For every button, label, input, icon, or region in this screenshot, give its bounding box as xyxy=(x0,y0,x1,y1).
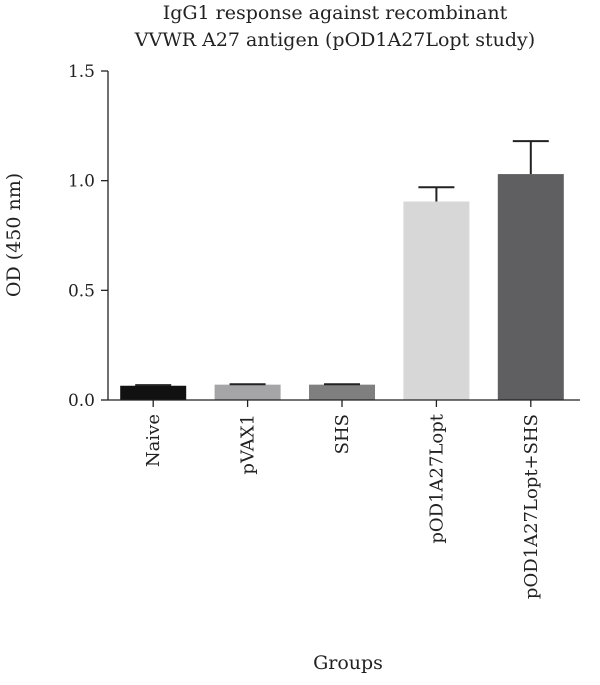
y-tick-label: 0.0 xyxy=(68,391,95,411)
chart-title-line-2: VVWR A27 antigen (pOD1A27Lopt study) xyxy=(134,29,535,51)
bars xyxy=(120,140,564,400)
y-axis-label: OD (450 nm) xyxy=(3,173,25,297)
y-tick-label: 1.0 xyxy=(68,172,95,192)
x-tick-label: pOD1A27Lopt xyxy=(426,413,447,543)
x-tick-label: SHS xyxy=(332,414,353,454)
x-tick-label: pOD1A27Lopt+SHS xyxy=(521,414,542,599)
chart-title-line-1: IgG1 response against recombinant xyxy=(163,2,508,24)
bar xyxy=(309,384,375,400)
x-tick-label: Naive xyxy=(143,414,164,467)
bar xyxy=(120,385,187,400)
bar xyxy=(403,201,470,400)
y-tick-label: 1.5 xyxy=(68,62,95,82)
bar xyxy=(214,384,281,400)
x-axis-label: Groups xyxy=(313,652,383,674)
x-tick-label: pVAX1 xyxy=(238,414,259,475)
x-axis: Naive pVAX1 SHS pOD1A27Lopt pOD1A27Lopt+SHS xyxy=(108,399,580,599)
y-axis: 0.0 0.5 1.0 1.5 xyxy=(68,62,109,411)
bar xyxy=(497,174,564,400)
y-tick-label: 0.5 xyxy=(68,281,95,301)
